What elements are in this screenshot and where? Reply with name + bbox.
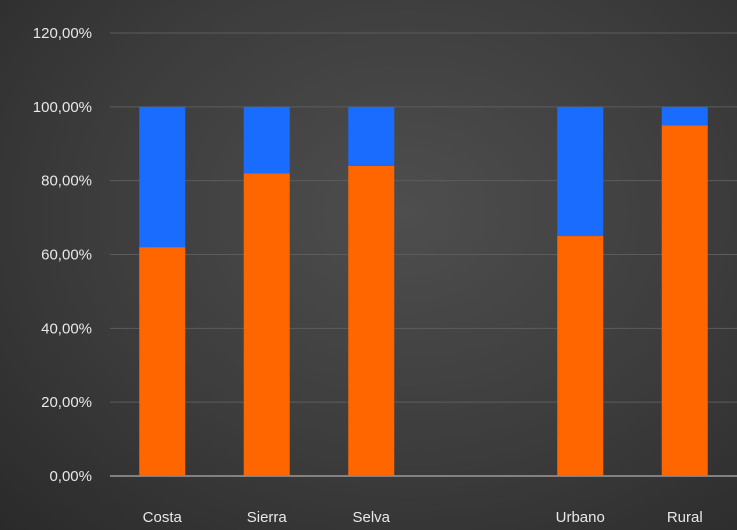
y-tick-label: 80,00% (41, 173, 92, 190)
x-tick-label: Costa (143, 509, 183, 526)
y-tick-label: 120,00% (33, 25, 92, 42)
x-tick-label: Urbano (556, 509, 605, 526)
y-tick-label: 100,00% (33, 99, 92, 116)
y-tick-label: 20,00% (41, 394, 92, 411)
x-tick-label: Selva (352, 509, 390, 526)
bar-segment (661, 106, 708, 126)
bar-segment (557, 106, 604, 237)
y-tick-label: 60,00% (41, 247, 92, 264)
x-tick-label: Sierra (247, 509, 288, 526)
y-tick-label: 0,00% (49, 468, 92, 485)
bar-segment (348, 106, 395, 166)
bar-segment (139, 106, 186, 248)
bar-segment (348, 165, 395, 476)
bar-segment (243, 173, 290, 477)
gridlines (110, 32, 737, 477)
bars (139, 106, 708, 477)
bar-segment (661, 125, 708, 477)
y-tick-label: 40,00% (41, 320, 92, 337)
x-axis-ticks: Costa Sierra Selva Urbano Rural (143, 509, 703, 526)
bar-segment (139, 247, 186, 476)
bar-segment (243, 106, 290, 174)
y-axis-ticks: 0,00% 20,00% 40,00% 60,00% 80,00% 100,00% 120,… (33, 25, 92, 485)
bar-segment (557, 236, 604, 476)
x-tick-label: Rural (667, 509, 703, 526)
